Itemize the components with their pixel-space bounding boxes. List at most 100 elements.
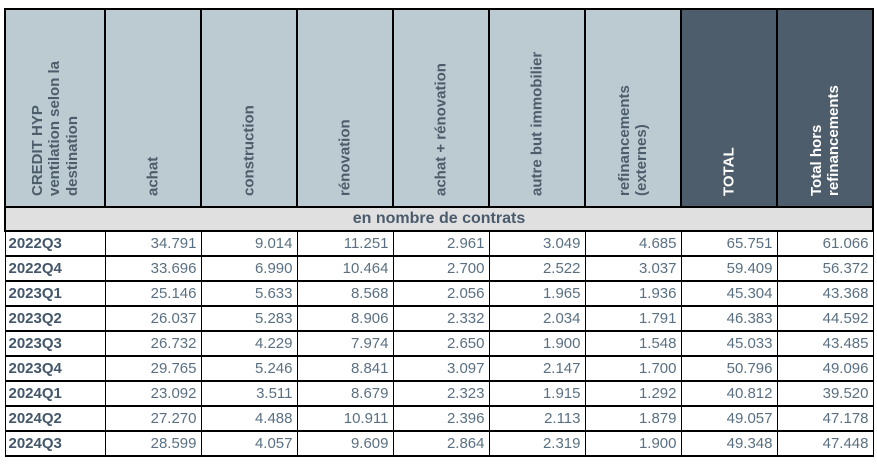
value-cell: 2.650 bbox=[392, 330, 490, 357]
value-cell: 1.915 bbox=[488, 380, 586, 407]
value-cell: 2.864 bbox=[392, 430, 490, 457]
corner-header-label: CREDIT HYP ventilation selon la destinat… bbox=[29, 60, 81, 196]
value-cell: 47.448 bbox=[776, 430, 874, 457]
value-cell: 40.812 bbox=[680, 380, 778, 407]
value-cell: 3.049 bbox=[488, 230, 586, 257]
credit-hyp-table: CREDIT HYP ventilation selon la destinat… bbox=[4, 8, 874, 457]
data-table: CREDIT HYP ventilation selon la destinat… bbox=[4, 8, 874, 457]
value-cell: 2.147 bbox=[488, 355, 586, 382]
value-cell: 4.488 bbox=[200, 405, 298, 432]
value-cell: 33.696 bbox=[104, 255, 202, 282]
value-cell: 2.522 bbox=[488, 255, 586, 282]
value-cell: 8.906 bbox=[296, 305, 394, 332]
value-cell: 43.485 bbox=[776, 330, 874, 357]
column-header-achat-renovation: achat + rénovation bbox=[392, 8, 490, 208]
value-cell: 2.961 bbox=[392, 230, 490, 257]
value-cell: 29.765 bbox=[104, 355, 202, 382]
value-cell: 45.304 bbox=[680, 280, 778, 307]
value-cell: 8.841 bbox=[296, 355, 394, 382]
value-cell: 49.348 bbox=[680, 430, 778, 457]
table-row: 2023Q3 26.732 4.229 7.974 2.650 1.900 1.… bbox=[4, 330, 874, 357]
value-cell: 2.319 bbox=[488, 430, 586, 457]
value-cell: 1.936 bbox=[584, 280, 682, 307]
value-cell: 49.057 bbox=[680, 405, 778, 432]
value-cell: 1.791 bbox=[584, 305, 682, 332]
table-row: 2024Q2 27.270 4.488 10.911 2.396 2.113 1… bbox=[4, 405, 874, 432]
row-label: 2024Q3 bbox=[4, 430, 106, 457]
value-cell: 61.066 bbox=[776, 230, 874, 257]
row-label: 2024Q2 bbox=[4, 405, 106, 432]
value-cell: 1.548 bbox=[584, 330, 682, 357]
column-header-total: TOTAL bbox=[680, 8, 778, 208]
value-cell: 6.990 bbox=[200, 255, 298, 282]
value-cell: 8.679 bbox=[296, 380, 394, 407]
value-cell: 28.599 bbox=[104, 430, 202, 457]
column-header-construction: construction bbox=[200, 8, 298, 208]
value-cell: 47.178 bbox=[776, 405, 874, 432]
value-cell: 2.700 bbox=[392, 255, 490, 282]
row-label: 2024Q1 bbox=[4, 380, 106, 407]
value-cell: 8.568 bbox=[296, 280, 394, 307]
value-cell: 26.037 bbox=[104, 305, 202, 332]
value-cell: 46.383 bbox=[680, 305, 778, 332]
value-cell: 65.751 bbox=[680, 230, 778, 257]
value-cell: 4.057 bbox=[200, 430, 298, 457]
table-row: 2023Q4 29.765 5.246 8.841 3.097 2.147 1.… bbox=[4, 355, 874, 382]
value-cell: 2.034 bbox=[488, 305, 586, 332]
value-cell: 2.332 bbox=[392, 305, 490, 332]
value-cell: 3.511 bbox=[200, 380, 298, 407]
value-cell: 4.229 bbox=[200, 330, 298, 357]
value-cell: 56.372 bbox=[776, 255, 874, 282]
value-cell: 10.464 bbox=[296, 255, 394, 282]
value-cell: 45.033 bbox=[680, 330, 778, 357]
value-cell: 3.097 bbox=[392, 355, 490, 382]
value-cell: 10.911 bbox=[296, 405, 394, 432]
value-cell: 7.974 bbox=[296, 330, 394, 357]
value-cell: 2.323 bbox=[392, 380, 490, 407]
column-header-renovation: rénovation bbox=[296, 8, 394, 208]
value-cell: 4.685 bbox=[584, 230, 682, 257]
row-label: 2022Q3 bbox=[4, 230, 106, 257]
header-row: CREDIT HYP ventilation selon la destinat… bbox=[4, 8, 874, 208]
corner-header-cell: CREDIT HYP ventilation selon la destinat… bbox=[4, 8, 106, 208]
value-cell: 43.368 bbox=[776, 280, 874, 307]
value-cell: 44.592 bbox=[776, 305, 874, 332]
value-cell: 25.146 bbox=[104, 280, 202, 307]
unit-band-row: en nombre de contrats bbox=[4, 206, 874, 232]
value-cell: 1.965 bbox=[488, 280, 586, 307]
row-label: 2023Q2 bbox=[4, 305, 106, 332]
value-cell: 5.246 bbox=[200, 355, 298, 382]
column-header-autre-but-immobilier: autre but immobilier bbox=[488, 8, 586, 208]
unit-band-label: en nombre de contrats bbox=[4, 206, 874, 232]
row-label: 2023Q4 bbox=[4, 355, 106, 382]
value-cell: 23.092 bbox=[104, 380, 202, 407]
row-label: 2022Q4 bbox=[4, 255, 106, 282]
value-cell: 50.796 bbox=[680, 355, 778, 382]
column-header-achat: achat bbox=[104, 8, 202, 208]
value-cell: 39.520 bbox=[776, 380, 874, 407]
value-cell: 2.056 bbox=[392, 280, 490, 307]
value-cell: 5.633 bbox=[200, 280, 298, 307]
row-label: 2023Q3 bbox=[4, 330, 106, 357]
table-row: 2023Q2 26.037 5.283 8.906 2.332 2.034 1.… bbox=[4, 305, 874, 332]
value-cell: 1.292 bbox=[584, 380, 682, 407]
table-row: 2022Q4 33.696 6.990 10.464 2.700 2.522 3… bbox=[4, 255, 874, 282]
table-row: 2024Q1 23.092 3.511 8.679 2.323 1.915 1.… bbox=[4, 380, 874, 407]
value-cell: 1.900 bbox=[488, 330, 586, 357]
value-cell: 1.900 bbox=[584, 430, 682, 457]
value-cell: 1.700 bbox=[584, 355, 682, 382]
value-cell: 2.113 bbox=[488, 405, 586, 432]
table-row: 2022Q3 34.791 9.014 11.251 2.961 3.049 4… bbox=[4, 230, 874, 257]
value-cell: 27.270 bbox=[104, 405, 202, 432]
value-cell: 26.732 bbox=[104, 330, 202, 357]
value-cell: 11.251 bbox=[296, 230, 394, 257]
value-cell: 5.283 bbox=[200, 305, 298, 332]
value-cell: 49.096 bbox=[776, 355, 874, 382]
value-cell: 9.609 bbox=[296, 430, 394, 457]
value-cell: 3.037 bbox=[584, 255, 682, 282]
value-cell: 1.879 bbox=[584, 405, 682, 432]
value-cell: 59.409 bbox=[680, 255, 778, 282]
table-row: 2024Q3 28.599 4.057 9.609 2.864 2.319 1.… bbox=[4, 430, 874, 457]
column-header-total-hors-refinancements: Total hors refinancements bbox=[776, 8, 874, 208]
table-row: 2023Q1 25.146 5.633 8.568 2.056 1.965 1.… bbox=[4, 280, 874, 307]
